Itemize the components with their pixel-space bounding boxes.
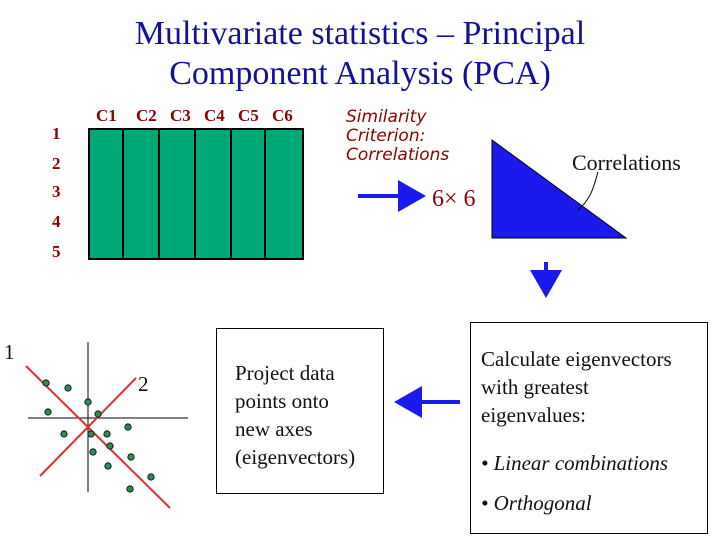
data-point: [124, 423, 132, 431]
data-point: [126, 485, 134, 493]
row-label-1: 1: [52, 124, 61, 143]
bullet-linear-combinations: • Linear combinations: [481, 451, 669, 475]
data-point: [60, 430, 68, 438]
project-line-1: Project data: [235, 361, 335, 385]
row-label-3: 3: [52, 182, 61, 201]
criterion-line-2: Criterion:: [346, 126, 426, 146]
row-label-5: 5: [52, 242, 61, 261]
eigen-line-1: Calculate eigenvectors: [481, 347, 672, 371]
data-point: [89, 448, 97, 456]
row-label-4: 4: [52, 212, 61, 231]
scatter-axis-2-label: 2: [138, 372, 149, 396]
scatter-points: [42, 379, 155, 493]
project-line-3: new axes: [235, 417, 313, 441]
matrix-column-c6: [264, 128, 304, 260]
data-point: [104, 462, 112, 470]
data-point: [127, 453, 135, 461]
column-label-c2: C2: [136, 106, 157, 125]
column-label-c5: C5: [238, 106, 259, 125]
matrix-column-c4: [194, 128, 232, 260]
data-point: [106, 442, 114, 450]
matrix-size-label: 6× 6: [432, 186, 476, 212]
criterion-line-1: Similarity: [346, 107, 427, 127]
correlations-leader-line: [577, 171, 599, 211]
project-data-text: Project data points onto new axes (eigen…: [217, 329, 383, 471]
matrix-column-c5: [230, 128, 266, 260]
title-line-1: Multivariate statistics – Principal: [134, 15, 586, 52]
data-point: [84, 398, 92, 406]
project-data-box: Project data points onto new axes (eigen…: [216, 328, 384, 494]
correlation-triangle: [491, 139, 628, 239]
data-point: [103, 430, 111, 438]
slide-title: Multivariate statistics – Principal Comp…: [0, 14, 720, 94]
principal-axis-2: [39, 377, 137, 477]
column-label-c6: C6: [272, 106, 293, 125]
criterion-line-3: Correlations: [346, 145, 450, 165]
data-point: [64, 384, 72, 392]
eigen-line-2: with greatest: [481, 375, 589, 399]
project-line-2: points onto: [235, 389, 329, 413]
correlations-label: Correlations: [572, 150, 681, 175]
data-point: [147, 473, 155, 481]
eigen-line-3: eigenvalues:: [481, 403, 586, 427]
column-label-c3: C3: [170, 106, 191, 125]
data-point: [87, 430, 95, 438]
data-point: [44, 408, 52, 416]
eigenvector-box: Calculate eigenvectors with greatest eig…: [470, 322, 708, 534]
data-point: [42, 379, 50, 387]
column-label-c1: C1: [96, 106, 117, 125]
data-point: [94, 410, 102, 418]
eigenvector-text: Calculate eigenvectors with greatest eig…: [471, 323, 707, 517]
bullet-orthogonal: • Orthogonal: [481, 491, 592, 515]
matrix-column-c3: [158, 128, 196, 260]
project-line-4: (eigenvectors): [235, 445, 356, 469]
scatter-axis-1-label: 1: [4, 340, 15, 364]
principal-axis-1: [25, 365, 171, 509]
column-label-c4: C4: [204, 106, 225, 125]
row-label-2: 2: [52, 154, 61, 173]
title-line-2: Component Analysis (PCA): [169, 55, 551, 92]
similarity-criterion: Similarity Criterion: Correlations: [346, 108, 449, 165]
